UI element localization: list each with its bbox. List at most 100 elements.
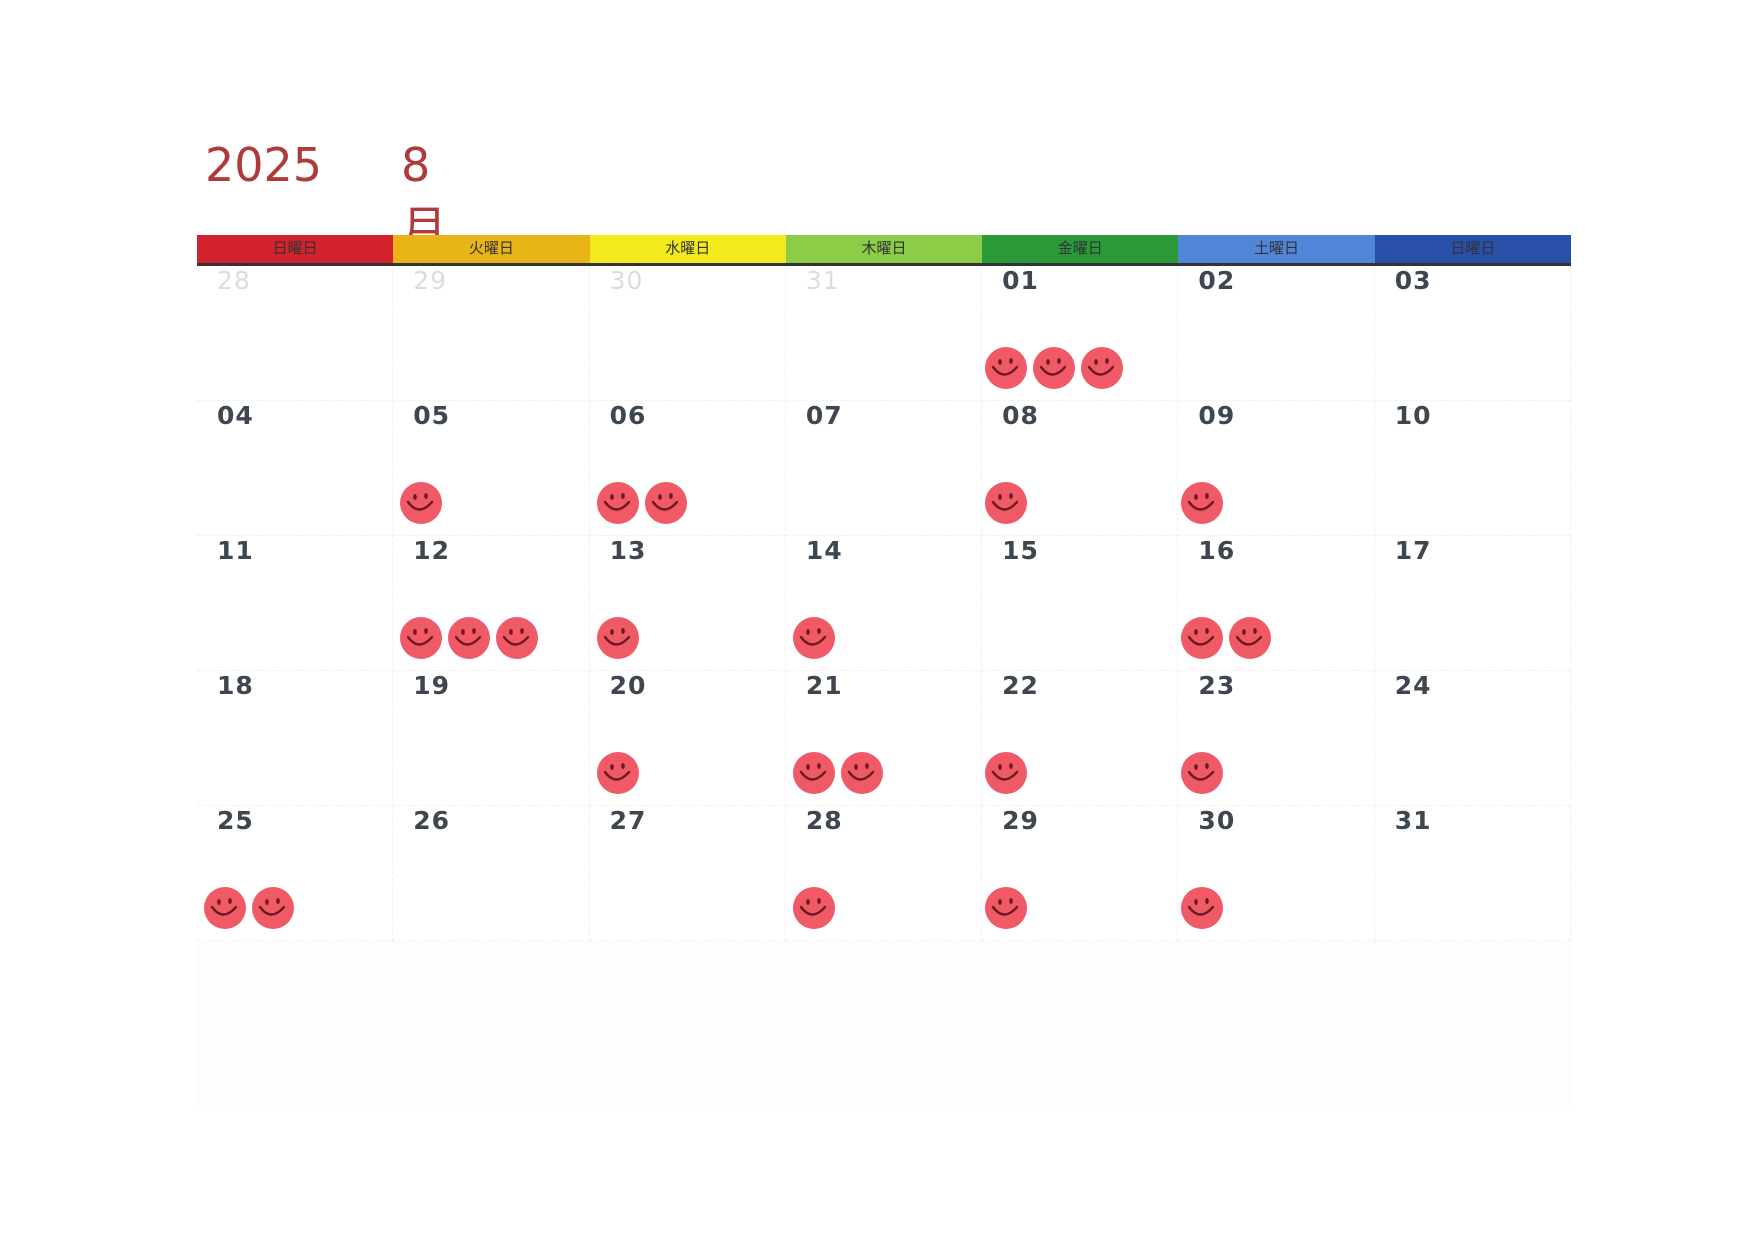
day-number: 31 bbox=[805, 266, 840, 295]
weekday-6: 日曜日 bbox=[1374, 235, 1571, 263]
day-cell: 04 bbox=[197, 401, 394, 536]
smiley-sticker-icon bbox=[840, 752, 883, 794]
day-cell: 24 bbox=[1374, 671, 1571, 806]
smiley-sticker-icon bbox=[644, 482, 687, 524]
day-number: 30 bbox=[1198, 806, 1236, 835]
day-number: 31 bbox=[1394, 806, 1432, 835]
weekday-5: 土曜日 bbox=[1178, 235, 1375, 263]
stamp-group bbox=[596, 751, 640, 795]
smiley-sticker-icon bbox=[1181, 887, 1224, 929]
stamp-group bbox=[792, 886, 836, 930]
stamp-group bbox=[792, 751, 884, 795]
day-cell: 10 bbox=[1374, 401, 1571, 536]
weekday-4: 金曜日 bbox=[982, 235, 1179, 263]
day-number: 18 bbox=[217, 671, 254, 700]
weekday-1: 火曜日 bbox=[393, 235, 590, 263]
smiley-sticker-icon bbox=[985, 752, 1028, 794]
stamp-group bbox=[984, 886, 1028, 930]
day-number: 30 bbox=[609, 266, 644, 295]
day-number: 22 bbox=[1002, 671, 1039, 700]
day-cell: 26 bbox=[393, 806, 590, 941]
day-cell: 21 bbox=[785, 671, 983, 806]
day-cell: 13 bbox=[589, 536, 786, 671]
day-cell: 06 bbox=[589, 401, 786, 536]
day-number: 08 bbox=[1002, 401, 1039, 430]
day-number: 29 bbox=[1002, 806, 1039, 835]
smiley-sticker-icon bbox=[1229, 617, 1272, 659]
smiley-sticker-icon bbox=[596, 752, 639, 794]
day-cell: 22 bbox=[982, 671, 1179, 806]
day-number: 12 bbox=[413, 536, 451, 565]
day-cell: 19 bbox=[393, 671, 590, 806]
year-label: 2025 bbox=[205, 138, 323, 192]
day-cell: 18 bbox=[197, 671, 394, 806]
weekday-0: 日曜日 bbox=[197, 235, 394, 263]
day-number: 11 bbox=[217, 536, 254, 565]
calendar-grid: 28 29 30 31 01 02 03 04 05 06 07 08 09 10 11 12 13 14 15 16… bbox=[197, 266, 1571, 941]
day-number: 20 bbox=[609, 671, 647, 700]
day-number: 19 bbox=[413, 671, 451, 700]
day-cell: 05 bbox=[393, 401, 590, 536]
stamp-group bbox=[596, 481, 688, 525]
day-number: 06 bbox=[609, 401, 647, 430]
day-number: 23 bbox=[1198, 671, 1236, 700]
day-cell: 11 bbox=[197, 536, 394, 671]
day-cell: 28 bbox=[785, 806, 983, 941]
smiley-sticker-icon bbox=[1181, 617, 1224, 659]
day-cell: 23 bbox=[1178, 671, 1375, 806]
smiley-sticker-icon bbox=[1181, 752, 1224, 794]
smiley-sticker-icon bbox=[1181, 482, 1224, 524]
day-number: 25 bbox=[217, 806, 254, 835]
smiley-sticker-icon bbox=[985, 482, 1028, 524]
smiley-sticker-icon bbox=[985, 347, 1028, 389]
smiley-sticker-icon bbox=[496, 617, 539, 659]
day-number: 21 bbox=[805, 671, 843, 700]
empty-week-row bbox=[197, 941, 1571, 1106]
day-number: 05 bbox=[413, 401, 451, 430]
weekday-header: 日曜日 火曜日 水曜日 木曜日 金曜日 土曜日 日曜日 bbox=[197, 235, 1571, 266]
day-number: 01 bbox=[1002, 266, 1039, 295]
day-cell: 12 bbox=[393, 536, 590, 671]
day-cell: 02 bbox=[1178, 266, 1375, 401]
day-cell: 29 bbox=[393, 266, 590, 401]
day-number: 03 bbox=[1394, 266, 1432, 295]
day-cell: 30 bbox=[1178, 806, 1375, 941]
smiley-sticker-icon bbox=[400, 617, 443, 659]
day-cell: 15 bbox=[982, 536, 1179, 671]
day-number: 17 bbox=[1394, 536, 1432, 565]
stamp-group bbox=[1180, 886, 1224, 930]
day-number: 14 bbox=[805, 536, 843, 565]
stamp-group bbox=[792, 616, 836, 660]
day-cell: 29 bbox=[982, 806, 1179, 941]
smiley-sticker-icon bbox=[596, 482, 639, 524]
stamp-group bbox=[399, 481, 443, 525]
day-cell: 25 bbox=[197, 806, 394, 941]
day-cell: 09 bbox=[1178, 401, 1375, 536]
smiley-sticker-icon bbox=[204, 887, 246, 929]
weekday-3: 木曜日 bbox=[785, 235, 983, 263]
smiley-sticker-icon bbox=[400, 482, 443, 524]
stamp-group bbox=[1180, 481, 1224, 525]
stamp-group bbox=[1180, 616, 1272, 660]
smiley-sticker-icon bbox=[985, 887, 1028, 929]
day-number: 26 bbox=[413, 806, 451, 835]
day-cell: 17 bbox=[1374, 536, 1571, 671]
smiley-sticker-icon bbox=[792, 617, 835, 659]
day-number: 27 bbox=[609, 806, 647, 835]
stamp-group bbox=[596, 616, 640, 660]
day-cell: 03 bbox=[1374, 266, 1571, 401]
day-number: 07 bbox=[805, 401, 843, 430]
day-cell: 31 bbox=[785, 266, 983, 401]
day-number: 29 bbox=[413, 266, 448, 295]
stamp-group bbox=[1180, 751, 1224, 795]
smiley-sticker-icon bbox=[1081, 347, 1124, 389]
day-number: 15 bbox=[1002, 536, 1039, 565]
day-number: 04 bbox=[217, 401, 254, 430]
day-cell: 27 bbox=[589, 806, 786, 941]
day-number: 16 bbox=[1198, 536, 1236, 565]
smiley-sticker-icon bbox=[252, 887, 294, 929]
stamp-group bbox=[203, 886, 295, 930]
day-cell: 08 bbox=[982, 401, 1179, 536]
day-cell: 16 bbox=[1178, 536, 1375, 671]
day-number: 24 bbox=[1394, 671, 1432, 700]
